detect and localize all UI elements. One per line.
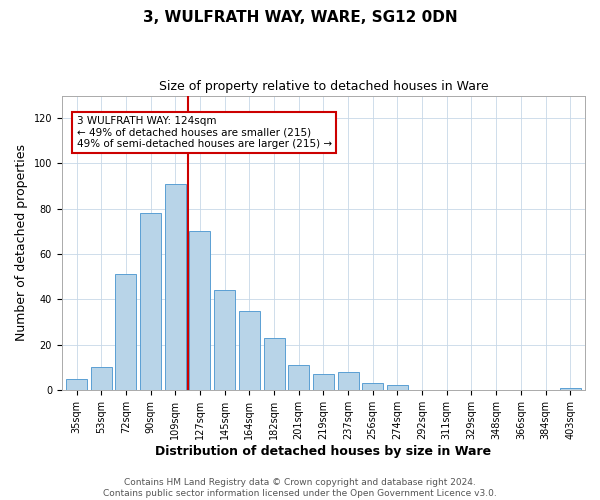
- Bar: [66, 378, 87, 390]
- Bar: [214, 290, 235, 390]
- Bar: [190, 232, 211, 390]
- Bar: [165, 184, 186, 390]
- Bar: [239, 310, 260, 390]
- Text: 3, WULFRATH WAY, WARE, SG12 0DN: 3, WULFRATH WAY, WARE, SG12 0DN: [143, 10, 457, 25]
- Text: Contains HM Land Registry data © Crown copyright and database right 2024.
Contai: Contains HM Land Registry data © Crown c…: [103, 478, 497, 498]
- Bar: [313, 374, 334, 390]
- Bar: [263, 338, 284, 390]
- X-axis label: Distribution of detached houses by size in Ware: Distribution of detached houses by size …: [155, 444, 491, 458]
- Bar: [115, 274, 136, 390]
- Bar: [288, 365, 309, 390]
- Title: Size of property relative to detached houses in Ware: Size of property relative to detached ho…: [158, 80, 488, 93]
- Y-axis label: Number of detached properties: Number of detached properties: [15, 144, 28, 341]
- Text: 3 WULFRATH WAY: 124sqm
← 49% of detached houses are smaller (215)
49% of semi-de: 3 WULFRATH WAY: 124sqm ← 49% of detached…: [77, 116, 332, 149]
- Bar: [387, 386, 408, 390]
- Bar: [560, 388, 581, 390]
- Bar: [362, 383, 383, 390]
- Bar: [140, 214, 161, 390]
- Bar: [91, 367, 112, 390]
- Bar: [338, 372, 359, 390]
